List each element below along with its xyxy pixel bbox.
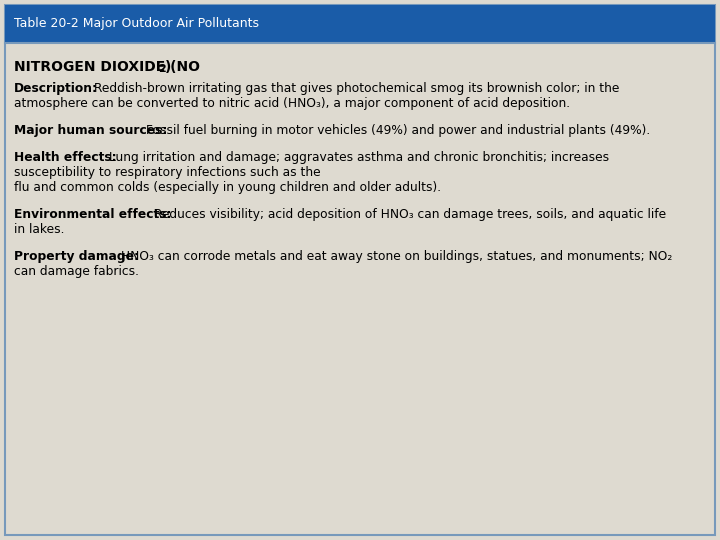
Text: can damage fabrics.: can damage fabrics. xyxy=(14,265,139,278)
Text: Health effects:: Health effects: xyxy=(14,151,117,164)
Text: Description:: Description: xyxy=(14,82,98,95)
Text: Major human sources:: Major human sources: xyxy=(14,124,167,137)
Text: Reddish-brown irritating gas that gives photochemical smog its brownish color; i: Reddish-brown irritating gas that gives … xyxy=(90,82,619,95)
Text: Environmental effects:: Environmental effects: xyxy=(14,208,171,221)
Text: Reduces visibility; acid deposition of HNO₃ can damage trees, soils, and aquatic: Reduces visibility; acid deposition of H… xyxy=(150,208,666,221)
Text: in lakes.: in lakes. xyxy=(14,223,65,236)
Text: atmosphere can be converted to nitric acid (HNO₃), a major component of acid dep: atmosphere can be converted to nitric ac… xyxy=(14,97,570,110)
Text: Lung irritation and damage; aggravates asthma and chronic bronchitis; increases: Lung irritation and damage; aggravates a… xyxy=(105,151,609,164)
Text: 2: 2 xyxy=(158,64,166,74)
Text: susceptibility to respiratory infections such as the: susceptibility to respiratory infections… xyxy=(14,166,320,179)
Text: Fossil fuel burning in motor vehicles (49%) and power and industrial plants (49%: Fossil fuel burning in motor vehicles (4… xyxy=(142,124,650,137)
Text: Table 20-2 Major Outdoor Air Pollutants: Table 20-2 Major Outdoor Air Pollutants xyxy=(14,17,259,30)
Text: ): ) xyxy=(165,60,171,74)
Text: NITROGEN DIOXIDE (NO: NITROGEN DIOXIDE (NO xyxy=(14,60,200,74)
Text: flu and common colds (especially in young children and older adults).: flu and common colds (especially in youn… xyxy=(14,181,441,194)
Bar xyxy=(5,5,715,43)
Text: Property damage:: Property damage: xyxy=(14,250,139,263)
Text: HNO₃ can corrode metals and eat away stone on buildings, statues, and monuments;: HNO₃ can corrode metals and eat away sto… xyxy=(117,250,672,263)
